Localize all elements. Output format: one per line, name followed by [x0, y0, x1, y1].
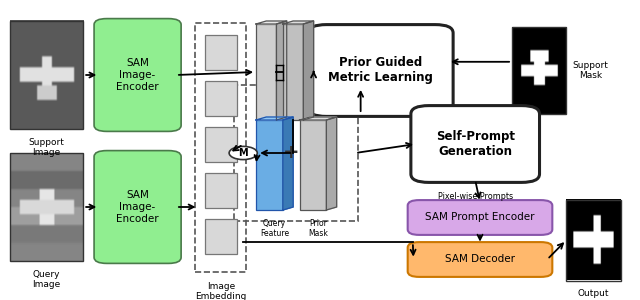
Text: Self-Prompt
Generation: Self-Prompt Generation — [436, 130, 515, 158]
Polygon shape — [326, 117, 337, 210]
Text: Prior
Mask: Prior Mask — [308, 219, 328, 239]
Bar — [256, 120, 283, 210]
Text: M: M — [238, 148, 248, 158]
Bar — [205, 219, 237, 254]
Bar — [566, 200, 621, 280]
Polygon shape — [283, 117, 293, 210]
Text: Support
Mask: Support Mask — [573, 61, 609, 80]
Polygon shape — [256, 117, 293, 120]
FancyBboxPatch shape — [94, 151, 181, 263]
Text: Pixel-wise Prompts: Pixel-wise Prompts — [438, 192, 513, 201]
Bar — [10, 21, 83, 129]
Text: Image
Embedding: Image Embedding — [195, 282, 246, 300]
Text: SAM Decoder: SAM Decoder — [445, 254, 515, 265]
Bar — [300, 120, 326, 210]
Text: +: + — [283, 143, 300, 163]
Bar — [10, 153, 83, 261]
FancyBboxPatch shape — [94, 19, 181, 131]
FancyBboxPatch shape — [408, 242, 552, 277]
Polygon shape — [283, 21, 314, 24]
FancyBboxPatch shape — [408, 200, 552, 235]
Polygon shape — [300, 117, 337, 120]
Text: SAM
Image-
Encoder: SAM Image- Encoder — [116, 58, 159, 92]
Polygon shape — [303, 21, 314, 120]
Bar — [283, 24, 303, 120]
Bar — [205, 127, 237, 162]
Text: Query
Image: Query Image — [32, 270, 61, 290]
Text: Query
Feature: Query Feature — [260, 219, 289, 239]
Polygon shape — [276, 21, 287, 120]
Text: Output: Output — [578, 290, 609, 298]
Polygon shape — [256, 21, 287, 24]
Bar — [205, 35, 237, 70]
Text: SAM
Image-
Encoder: SAM Image- Encoder — [116, 190, 159, 224]
Bar — [256, 24, 276, 120]
Circle shape — [229, 146, 257, 160]
Bar — [205, 81, 237, 116]
Text: Prior Guided
Metric Learning: Prior Guided Metric Learning — [328, 56, 433, 85]
FancyBboxPatch shape — [411, 106, 540, 182]
FancyBboxPatch shape — [308, 25, 453, 116]
Bar — [512, 27, 566, 114]
Bar — [205, 173, 237, 208]
Text: Support
Image: Support Image — [28, 138, 65, 158]
Text: SAM Prompt Encoder: SAM Prompt Encoder — [425, 212, 535, 223]
